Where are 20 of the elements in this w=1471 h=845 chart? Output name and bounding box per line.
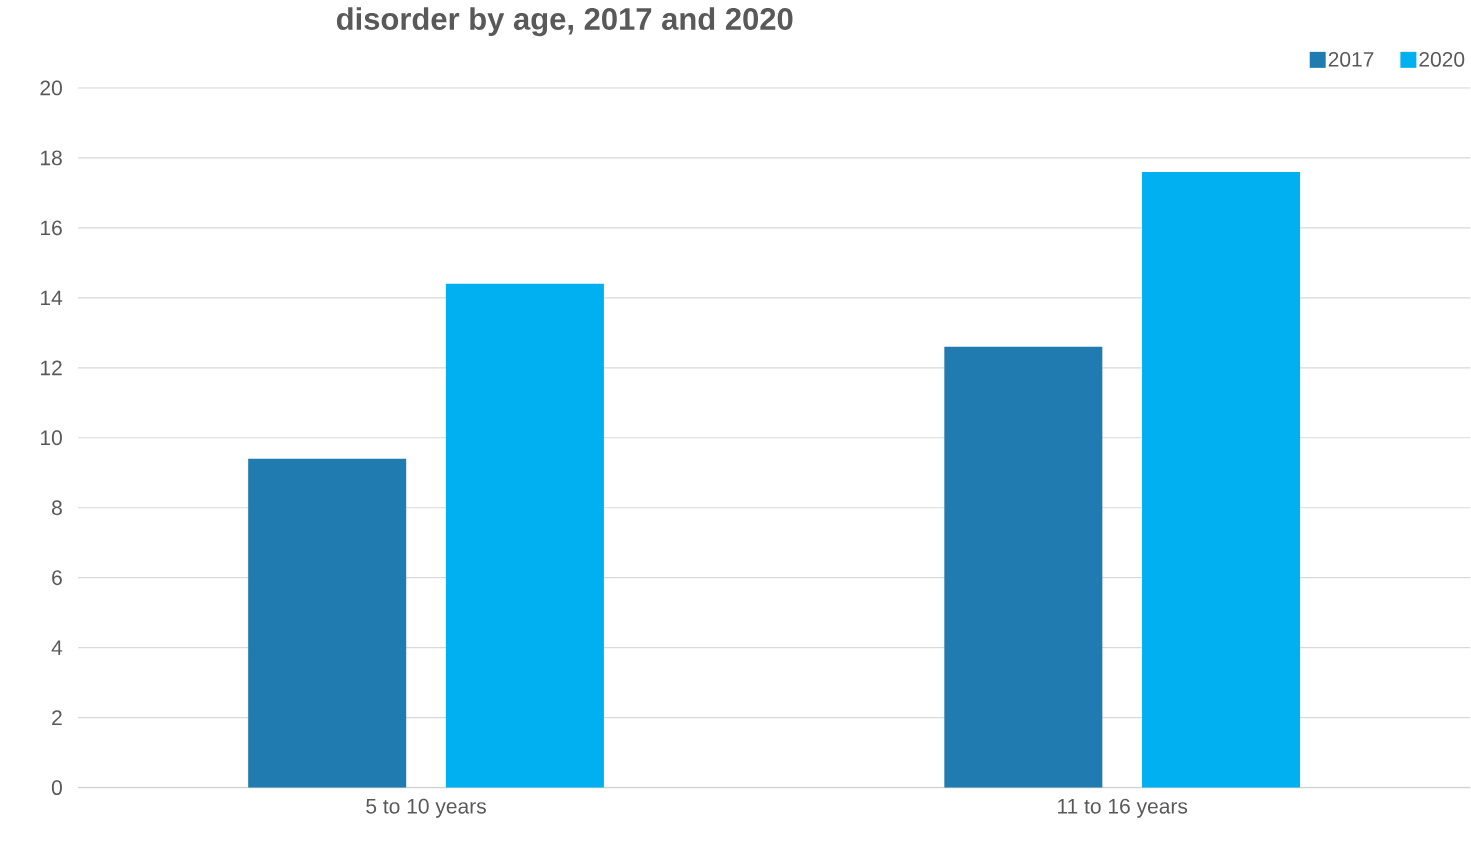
x-tick-label: 11 to 16 years [1058, 799, 1188, 819]
chart-title: disorder by age, 2017 and 2020 [336, 7, 793, 37]
y-tick-label: 16 [41, 220, 62, 236]
y-tick-label: 20 [40, 80, 62, 96]
y-tick-label: 4 [51, 640, 63, 656]
bar [445, 284, 604, 788]
y-tick-label: 8 [52, 500, 62, 516]
y-tick-label: 10 [41, 430, 62, 446]
bar [1142, 172, 1301, 788]
y-tick-label: 0 [51, 780, 62, 796]
legend-label: 2017 [1328, 52, 1374, 68]
y-tick-label: 14 [41, 290, 63, 306]
bar [248, 458, 407, 788]
legend-label: 2020 [1419, 52, 1465, 68]
x-tick-label: 5 to 10 years [366, 799, 486, 819]
y-tick-label: 2 [52, 710, 62, 726]
bar [944, 347, 1103, 788]
y-tick-label: 12 [41, 360, 62, 376]
y-tick-label: 6 [52, 570, 62, 586]
y-tick-label: 18 [41, 150, 62, 166]
